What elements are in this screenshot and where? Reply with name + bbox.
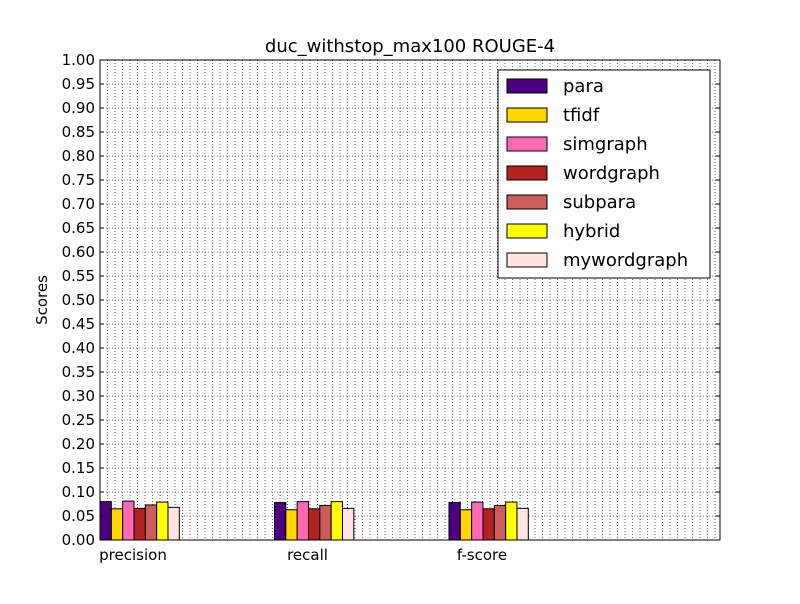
legend: para tfidf simgraph wordgraph subpara hybrid m… bbox=[497, 69, 711, 279]
y-tick-label: 0.70 bbox=[62, 195, 95, 213]
chart-title: duc_withstop_max100 ROUGE-4 bbox=[265, 36, 555, 57]
bar-simgraph-precision bbox=[122, 500, 135, 540]
bar-mywordgraph-f-score bbox=[516, 507, 529, 540]
bar-tfidf-f-score bbox=[459, 509, 473, 540]
bar-simgraph-f-score bbox=[471, 501, 484, 540]
y-tick-label: 0.25 bbox=[62, 411, 95, 429]
bar-para-recall bbox=[274, 502, 287, 540]
legend-swatch-wordgraph bbox=[506, 165, 548, 181]
legend-label-wordgraph: wordgraph bbox=[563, 163, 660, 184]
bar-tfidf-recall bbox=[285, 509, 298, 540]
bar-wordgraph-recall bbox=[307, 508, 321, 540]
y-tick-label: 0.35 bbox=[62, 363, 95, 381]
legend-swatch-simgraph bbox=[506, 136, 548, 152]
bars-layer bbox=[100, 500, 529, 540]
legend-swatch-mywordgraph bbox=[506, 252, 548, 268]
bar-para-f-score bbox=[448, 502, 461, 540]
legend-label-simgraph: simgraph bbox=[563, 134, 648, 155]
y-tick-label: 0.30 bbox=[62, 387, 95, 405]
bar-subpara-recall bbox=[319, 504, 332, 540]
bar-subpara-precision bbox=[144, 504, 158, 540]
legend-label-tfidf: tfidf bbox=[563, 105, 600, 126]
bar-hybrid-precision bbox=[156, 501, 169, 540]
legend-label-mywordgraph: mywordgraph bbox=[563, 250, 688, 271]
y-tick-label: 0.95 bbox=[62, 75, 95, 93]
legend-label-subpara: subpara bbox=[563, 192, 636, 213]
bar-wordgraph-precision bbox=[133, 507, 146, 540]
bar-subpara-f-score bbox=[493, 504, 507, 540]
x-tick-label: recall bbox=[287, 546, 328, 564]
bar-hybrid-recall bbox=[330, 501, 343, 540]
y-axis-label: Scores bbox=[33, 275, 51, 325]
bar-wordgraph-f-score bbox=[482, 508, 495, 540]
legend-swatch-tfidf bbox=[506, 107, 548, 123]
y-tick-label: 0.80 bbox=[62, 147, 95, 165]
legend-swatch-subpara bbox=[506, 194, 548, 210]
bar-mywordgraph-recall bbox=[341, 507, 355, 540]
ticks-layer: 0.00 0.05 0.10 0.15 0.20 0.25 0.30 0.35 0.40 0.45… bbox=[62, 51, 720, 564]
bar-mywordgraph-precision bbox=[167, 506, 180, 540]
y-tick-label: 0.40 bbox=[62, 339, 95, 357]
y-tick-label: 0.50 bbox=[62, 291, 95, 309]
legend-swatch-hybrid bbox=[506, 223, 548, 239]
y-tick-label: 0.55 bbox=[62, 267, 95, 285]
y-tick-label: 0.00 bbox=[62, 531, 95, 549]
y-tick-label: 0.85 bbox=[62, 123, 95, 141]
y-tick-label: 0.90 bbox=[62, 99, 95, 117]
legend-swatch-para bbox=[506, 78, 548, 94]
y-tick-label: 0.65 bbox=[62, 219, 95, 237]
legend-label-hybrid: hybrid bbox=[563, 221, 620, 242]
x-tick-label: precision bbox=[99, 546, 167, 564]
y-tick-label: 0.20 bbox=[62, 435, 95, 453]
bar-simgraph-recall bbox=[296, 501, 309, 540]
bar-hybrid-f-score bbox=[505, 501, 518, 540]
y-tick-label: 1.00 bbox=[62, 51, 95, 69]
y-tick-label: 0.75 bbox=[62, 171, 95, 189]
y-tick-label: 0.15 bbox=[62, 459, 95, 477]
grid-layer bbox=[100, 60, 720, 540]
y-tick-label: 0.10 bbox=[62, 483, 95, 501]
legend-label-para: para bbox=[563, 76, 604, 97]
bar-tfidf-precision bbox=[110, 508, 124, 540]
x-tick-label: f-score bbox=[457, 546, 507, 564]
bar-para-precision bbox=[100, 501, 112, 540]
y-tick-label: 0.45 bbox=[62, 315, 95, 333]
y-tick-label: 0.05 bbox=[62, 507, 95, 525]
y-tick-label: 0.60 bbox=[62, 243, 95, 261]
